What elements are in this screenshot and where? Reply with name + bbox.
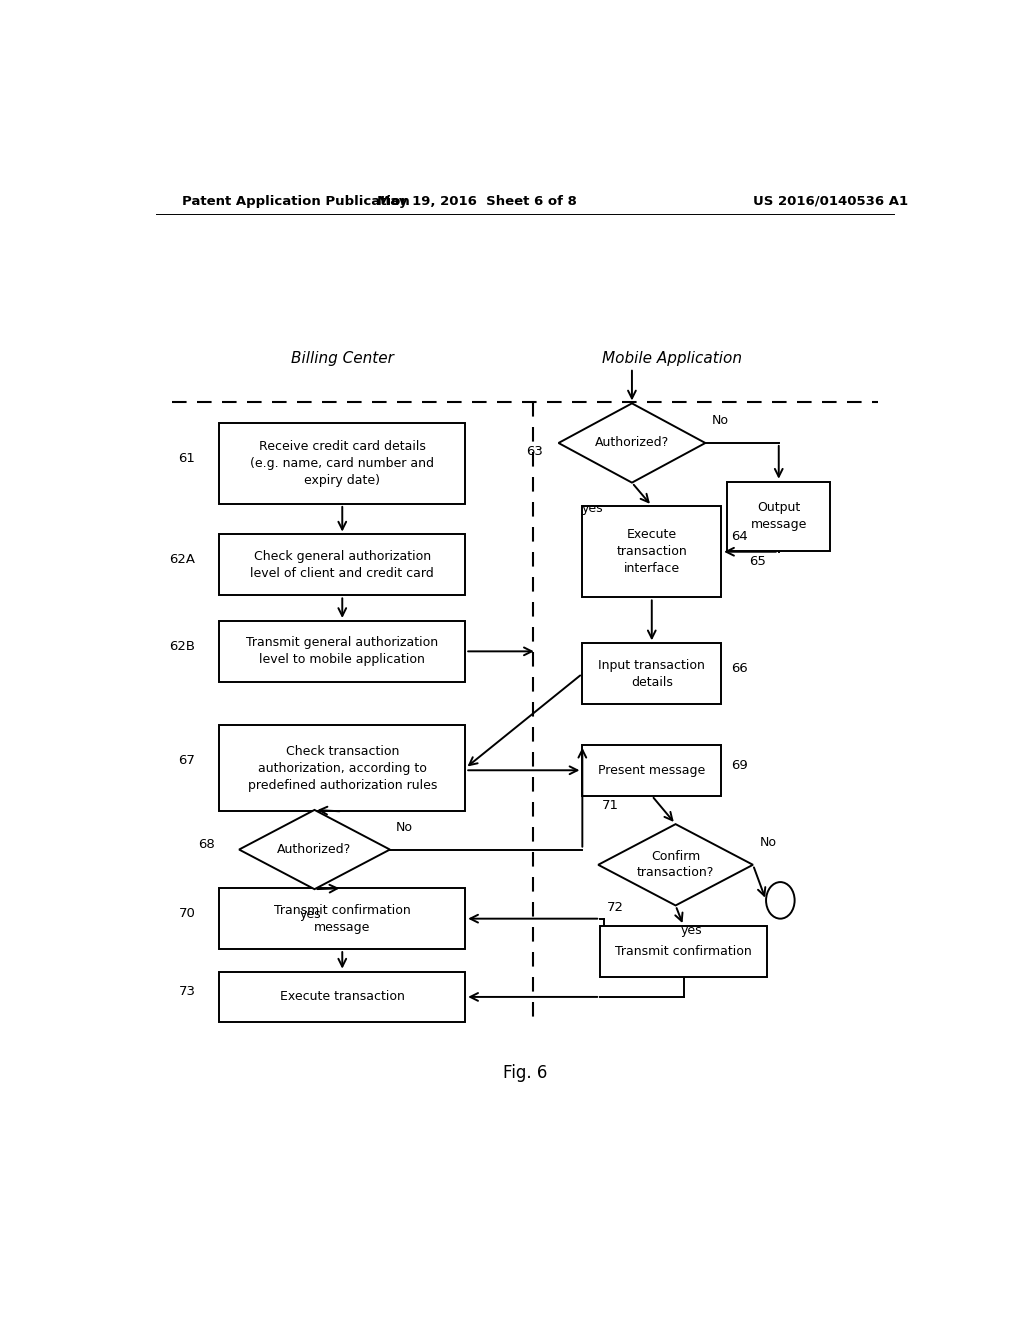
Text: No: No xyxy=(760,836,776,849)
FancyBboxPatch shape xyxy=(219,888,465,949)
Text: 62A: 62A xyxy=(169,553,196,566)
FancyBboxPatch shape xyxy=(583,744,721,796)
Text: yes: yes xyxy=(300,908,322,921)
Polygon shape xyxy=(598,824,753,906)
Text: Input transaction
details: Input transaction details xyxy=(598,659,706,689)
Polygon shape xyxy=(558,404,706,483)
Text: Transmit confirmation: Transmit confirmation xyxy=(615,945,752,958)
Text: Patent Application Publication: Patent Application Publication xyxy=(182,194,410,207)
Circle shape xyxy=(766,882,795,919)
Text: Authorized?: Authorized? xyxy=(595,437,669,450)
FancyBboxPatch shape xyxy=(219,972,465,1022)
Text: 65: 65 xyxy=(749,556,766,569)
Text: Billing Center: Billing Center xyxy=(291,351,393,366)
Text: 69: 69 xyxy=(731,759,748,772)
Text: Authorized?: Authorized? xyxy=(278,843,351,857)
Text: Check transaction
authorization, according to
predefined authorization rules: Check transaction authorization, accordi… xyxy=(248,744,437,792)
Text: No: No xyxy=(712,414,729,428)
Text: US 2016/0140536 A1: US 2016/0140536 A1 xyxy=(753,194,908,207)
FancyBboxPatch shape xyxy=(219,620,465,682)
Text: 66: 66 xyxy=(731,663,748,675)
Text: Receive credit card details
(e.g. name, card number and
expiry date): Receive credit card details (e.g. name, … xyxy=(250,440,434,487)
Text: Confirm
transaction?: Confirm transaction? xyxy=(637,850,715,879)
Text: Present message: Present message xyxy=(598,764,706,776)
FancyBboxPatch shape xyxy=(583,506,721,598)
Text: Execute
transaction
interface: Execute transaction interface xyxy=(616,528,687,576)
Text: 73: 73 xyxy=(178,985,196,998)
Text: 68: 68 xyxy=(199,838,215,851)
FancyBboxPatch shape xyxy=(219,422,465,504)
Text: yes: yes xyxy=(582,502,603,515)
FancyBboxPatch shape xyxy=(219,725,465,812)
Text: 71: 71 xyxy=(602,800,620,812)
Text: Fig. 6: Fig. 6 xyxy=(503,1064,547,1082)
FancyBboxPatch shape xyxy=(219,535,465,595)
Text: Mobile Application: Mobile Application xyxy=(602,351,741,366)
Text: 72: 72 xyxy=(606,902,624,913)
Text: Check general authorization
level of client and credit card: Check general authorization level of cli… xyxy=(251,550,434,579)
Text: Transmit general authorization
level to mobile application: Transmit general authorization level to … xyxy=(246,636,438,667)
Text: 67: 67 xyxy=(178,754,196,767)
FancyBboxPatch shape xyxy=(583,643,721,704)
Text: No: No xyxy=(396,821,414,834)
Text: Transmit confirmation
message: Transmit confirmation message xyxy=(273,904,411,933)
Text: Output
message: Output message xyxy=(751,502,807,531)
Text: yes: yes xyxy=(681,924,702,937)
Text: May 19, 2016  Sheet 6 of 8: May 19, 2016 Sheet 6 of 8 xyxy=(377,194,578,207)
Polygon shape xyxy=(239,810,390,890)
Text: Execute transaction: Execute transaction xyxy=(280,990,404,1003)
Text: 61: 61 xyxy=(178,451,196,465)
Text: 62B: 62B xyxy=(169,640,196,653)
Text: 70: 70 xyxy=(178,907,196,920)
Text: 64: 64 xyxy=(731,531,748,543)
FancyBboxPatch shape xyxy=(600,925,767,977)
Text: 63: 63 xyxy=(525,445,543,458)
FancyBboxPatch shape xyxy=(727,482,830,550)
